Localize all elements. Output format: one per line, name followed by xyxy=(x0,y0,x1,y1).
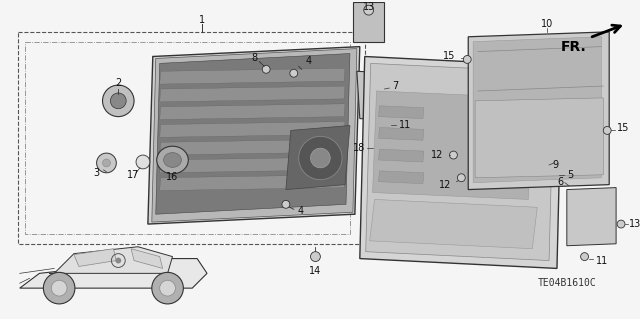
Circle shape xyxy=(299,136,342,180)
Polygon shape xyxy=(378,149,424,162)
Polygon shape xyxy=(160,68,345,84)
Polygon shape xyxy=(152,48,357,222)
Polygon shape xyxy=(148,47,360,224)
Polygon shape xyxy=(160,86,345,102)
Text: 3: 3 xyxy=(93,168,100,178)
Text: 2: 2 xyxy=(115,78,122,88)
Polygon shape xyxy=(160,104,345,120)
Text: 11: 11 xyxy=(596,256,609,265)
Polygon shape xyxy=(357,71,396,121)
Circle shape xyxy=(97,153,116,173)
Circle shape xyxy=(136,155,150,169)
Circle shape xyxy=(383,122,391,130)
Text: FR.: FR. xyxy=(561,40,586,54)
Polygon shape xyxy=(473,37,602,183)
Circle shape xyxy=(115,257,121,263)
Text: 10: 10 xyxy=(541,19,553,29)
Text: 12: 12 xyxy=(439,180,451,189)
Polygon shape xyxy=(378,128,424,140)
Circle shape xyxy=(44,272,75,304)
Circle shape xyxy=(463,56,471,63)
Ellipse shape xyxy=(164,152,181,167)
Text: 15: 15 xyxy=(443,51,456,62)
Ellipse shape xyxy=(157,146,188,174)
Polygon shape xyxy=(378,171,424,184)
Text: 18: 18 xyxy=(353,143,365,153)
Polygon shape xyxy=(20,259,207,288)
Text: 9: 9 xyxy=(552,160,558,170)
Polygon shape xyxy=(468,32,609,189)
Text: TE04B1610C: TE04B1610C xyxy=(538,278,596,288)
Polygon shape xyxy=(365,63,554,261)
Circle shape xyxy=(282,200,290,208)
Polygon shape xyxy=(372,91,532,199)
Text: 16: 16 xyxy=(166,172,179,182)
Polygon shape xyxy=(378,106,424,119)
Polygon shape xyxy=(160,157,345,173)
Text: 13: 13 xyxy=(362,2,375,12)
Polygon shape xyxy=(370,199,537,249)
Bar xyxy=(25,42,350,234)
Circle shape xyxy=(604,126,611,134)
Text: 13: 13 xyxy=(629,219,640,229)
Text: 7: 7 xyxy=(392,81,399,91)
Circle shape xyxy=(617,220,625,228)
Text: 17: 17 xyxy=(127,170,140,180)
Circle shape xyxy=(111,93,126,109)
Polygon shape xyxy=(286,125,350,189)
Circle shape xyxy=(290,69,298,77)
Text: 4: 4 xyxy=(305,56,312,66)
Text: 1: 1 xyxy=(199,15,205,25)
Circle shape xyxy=(580,253,589,261)
Circle shape xyxy=(102,85,134,117)
Circle shape xyxy=(449,151,458,159)
Text: 5: 5 xyxy=(567,170,573,180)
Text: 12: 12 xyxy=(431,150,444,160)
Circle shape xyxy=(458,174,465,182)
Circle shape xyxy=(152,272,183,304)
Text: 8: 8 xyxy=(252,54,257,63)
Circle shape xyxy=(51,280,67,296)
Polygon shape xyxy=(360,56,562,268)
Circle shape xyxy=(364,5,374,15)
Polygon shape xyxy=(353,2,385,42)
Text: 6: 6 xyxy=(557,177,564,187)
Polygon shape xyxy=(160,175,345,190)
Polygon shape xyxy=(74,249,116,266)
Polygon shape xyxy=(131,249,163,268)
Polygon shape xyxy=(160,139,345,155)
Polygon shape xyxy=(475,98,604,178)
Bar xyxy=(18,32,365,244)
Circle shape xyxy=(310,148,330,168)
Polygon shape xyxy=(567,188,616,246)
Circle shape xyxy=(262,65,270,73)
Text: 14: 14 xyxy=(309,266,321,277)
Circle shape xyxy=(160,280,175,296)
Text: 15: 15 xyxy=(617,123,630,133)
Polygon shape xyxy=(156,54,350,214)
Circle shape xyxy=(310,252,321,262)
Circle shape xyxy=(102,159,111,167)
Text: 11: 11 xyxy=(399,121,412,130)
Polygon shape xyxy=(160,122,345,137)
Text: 4: 4 xyxy=(298,206,304,216)
Polygon shape xyxy=(49,247,173,273)
